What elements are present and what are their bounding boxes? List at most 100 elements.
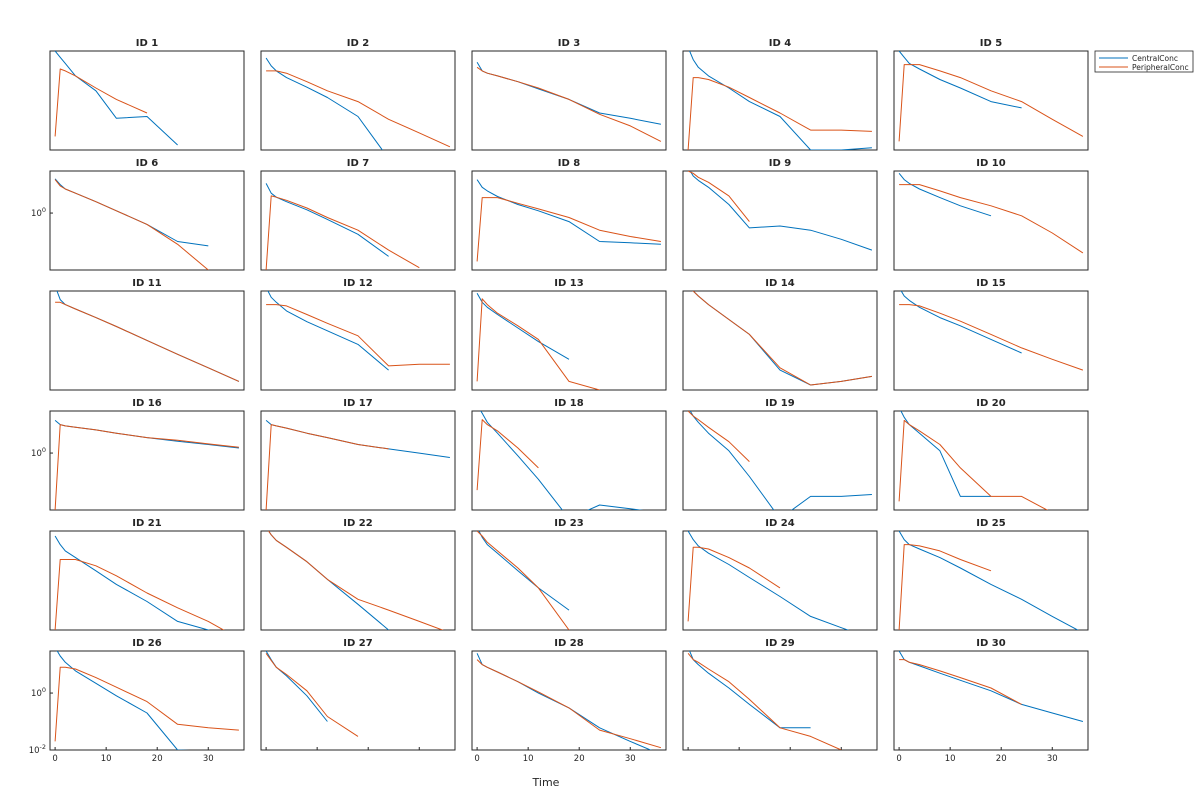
series-peripheral [265, 653, 359, 737]
axes-box [471, 410, 667, 511]
panel: ID 29 [682, 638, 878, 751]
panel: ID 19 [682, 398, 878, 511]
series-peripheral [265, 195, 420, 270]
axes-box [49, 170, 245, 271]
y-tick-label: 100 [31, 446, 46, 459]
panel-title: ID 17 [343, 398, 372, 409]
series-peripheral [266, 304, 450, 367]
panel-title: ID 23 [554, 518, 583, 529]
axes-box [893, 410, 1089, 511]
axes-box [682, 410, 878, 511]
panel-title: ID 7 [347, 158, 370, 169]
axes-box [49, 650, 245, 751]
panel: ID 13 [471, 278, 667, 391]
x-tick-label: 0 [52, 754, 57, 764]
panel-title: ID 26 [132, 638, 161, 649]
series-peripheral [54, 424, 239, 510]
axes-box [471, 650, 667, 751]
series-central [898, 172, 992, 217]
series-peripheral [687, 77, 872, 150]
y-tick-base: 10 [31, 449, 42, 459]
axes-box [49, 410, 245, 511]
panel-title: ID 3 [558, 38, 581, 49]
panel-title: ID 18 [554, 398, 583, 409]
series-central [56, 651, 190, 750]
panel: ID 18 [471, 398, 667, 511]
panel-title: ID 25 [976, 518, 1005, 529]
series-central [54, 535, 211, 630]
series-peripheral [687, 546, 781, 622]
panel: ID 14 [682, 278, 878, 391]
series-peripheral [54, 666, 239, 742]
panel-title: ID 5 [980, 38, 1003, 49]
panel-title: ID 21 [132, 518, 161, 529]
x-tick-label: 20 [152, 754, 163, 764]
panel-title: ID 16 [132, 398, 161, 409]
axes-box [260, 170, 456, 271]
y-tick-base: 10 [31, 209, 42, 219]
axes-box [893, 50, 1089, 151]
y-tick-label: 10-2 [29, 743, 46, 756]
series-peripheral [476, 659, 662, 749]
panel-title: ID 12 [343, 278, 372, 289]
series-central [265, 651, 328, 722]
series-central [900, 291, 1022, 354]
axes-box [893, 650, 1089, 751]
axes-box [49, 530, 245, 631]
panel: ID 20 [893, 398, 1089, 511]
series-central [898, 531, 1079, 630]
panel-title: ID 10 [976, 158, 1005, 169]
series-central [476, 179, 661, 245]
panel: ID 16 100 [31, 398, 245, 511]
x-tick-label: 10 [101, 754, 112, 764]
series-central [687, 531, 850, 630]
x-axis-label: Time [532, 776, 560, 789]
panel: ID 21 [49, 518, 245, 631]
panel: ID 27 [260, 638, 456, 751]
axes-box [260, 290, 456, 391]
series-peripheral [899, 659, 1022, 705]
panel-title: ID 22 [343, 518, 372, 529]
series-peripheral [55, 301, 240, 382]
panel: ID 12 [260, 278, 456, 391]
y-tick-exponent: 0 [42, 686, 46, 694]
series-peripheral [899, 304, 1084, 371]
y-tick-exponent: 0 [42, 206, 46, 214]
panel-title: ID 6 [136, 158, 159, 169]
panel-title: ID 20 [976, 398, 1005, 409]
axes-box [471, 170, 667, 271]
series-peripheral [692, 291, 872, 386]
series-central [898, 51, 1022, 109]
series-central [267, 291, 389, 371]
panel-title: ID 24 [765, 518, 794, 529]
series-peripheral [898, 419, 1049, 510]
panel: ID 23 [471, 518, 667, 631]
axes-box [682, 50, 878, 151]
axes-box [49, 50, 245, 151]
x-tick-label: 0 [474, 754, 479, 764]
axes-box [682, 170, 878, 271]
series-peripheral [266, 70, 451, 148]
series-peripheral [265, 424, 389, 510]
series-central [54, 51, 178, 146]
series-central [480, 411, 644, 510]
panel-title: ID 19 [765, 398, 794, 409]
axes-box [893, 170, 1089, 271]
panel-title: ID 29 [765, 638, 794, 649]
panel: ID 24 [682, 518, 878, 631]
x-tick-label: 30 [203, 754, 214, 764]
y-tick-base: 10 [29, 746, 40, 756]
panel: ID 4 [682, 38, 878, 151]
series-central [689, 51, 872, 150]
y-tick-label: 100 [31, 686, 46, 699]
panel-title: ID 28 [554, 638, 583, 649]
x-tick-label: 20 [574, 754, 585, 764]
axes-box [471, 290, 667, 391]
series-peripheral [476, 419, 539, 491]
legend: CentralConc PeripheralConc [1094, 50, 1194, 73]
panel-title: ID 2 [347, 38, 370, 49]
panel-title: ID 8 [558, 158, 581, 169]
panel-title: ID 1 [136, 38, 159, 49]
